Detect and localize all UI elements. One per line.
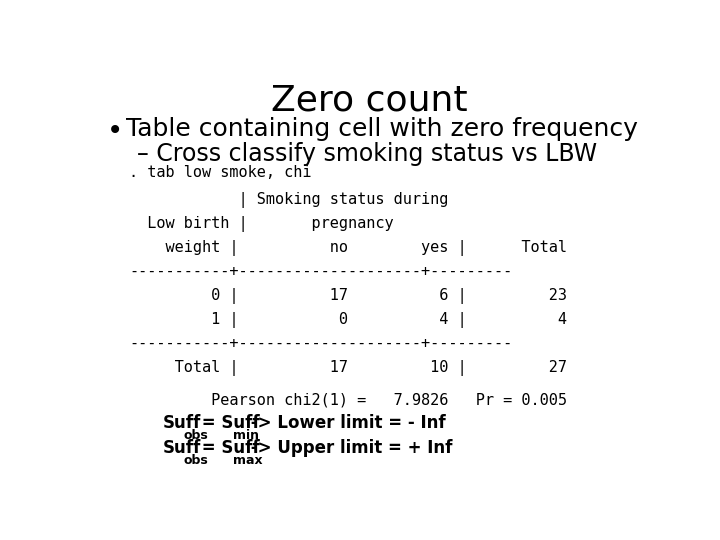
Text: max: max [233,454,262,467]
Text: Zero count: Zero count [271,84,467,118]
Text: obs: obs [184,429,209,442]
Text: •: • [107,117,123,145]
Text: Table containing cell with zero frequency: Table containing cell with zero frequenc… [126,117,638,141]
Text: | Smoking status during: | Smoking status during [129,192,449,207]
Text: = Suff: = Suff [196,439,259,457]
Text: -> Lower limit = - Inf: -> Lower limit = - Inf [245,414,446,432]
Text: -> Upper limit = + Inf: -> Upper limit = + Inf [245,439,452,457]
Text: = Suff: = Suff [196,414,259,432]
Text: obs: obs [184,454,209,467]
Text: Low birth |       pregnancy: Low birth | pregnancy [129,216,394,232]
Text: Pearson chi2(1) =   7.9826   Pr = 0.005: Pearson chi2(1) = 7.9826 Pr = 0.005 [129,393,567,408]
Text: . tab low smoke, chi: . tab low smoke, chi [129,165,312,180]
Text: -----------+--------------------+---------: -----------+--------------------+-------… [129,264,513,279]
Text: – Cross classify smoking status vs LBW: – Cross classify smoking status vs LBW [138,141,598,166]
Text: -----------+--------------------+---------: -----------+--------------------+-------… [129,336,513,352]
Text: Suff: Suff [163,414,201,432]
Text: min: min [233,429,258,442]
Text: 1 |           0          4 |          4: 1 | 0 4 | 4 [129,312,567,328]
Text: weight |          no        yes |      Total: weight | no yes | Total [129,240,567,256]
Text: Suff: Suff [163,439,201,457]
Text: 0 |          17          6 |         23: 0 | 17 6 | 23 [129,288,567,304]
Text: Total |          17         10 |         27: Total | 17 10 | 27 [129,360,567,376]
